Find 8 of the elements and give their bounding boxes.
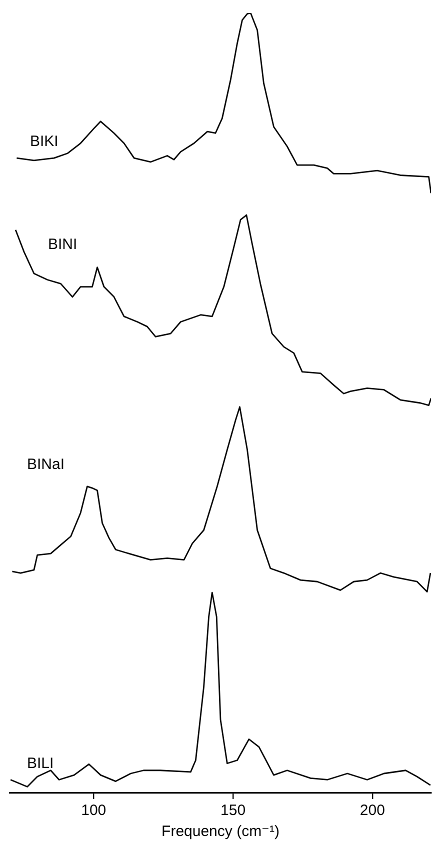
series-label: BILI	[27, 755, 54, 772]
series-label: BINaI	[27, 456, 65, 474]
series-label: BINI	[48, 236, 78, 254]
series-label: BIKI	[30, 133, 58, 150]
x-tick-label: 100	[81, 802, 106, 820]
x-tick-label: 200	[360, 802, 385, 820]
x-tick-label: 150	[220, 802, 246, 820]
x-axis-title: Frequency (cm⁻¹)	[162, 823, 280, 840]
